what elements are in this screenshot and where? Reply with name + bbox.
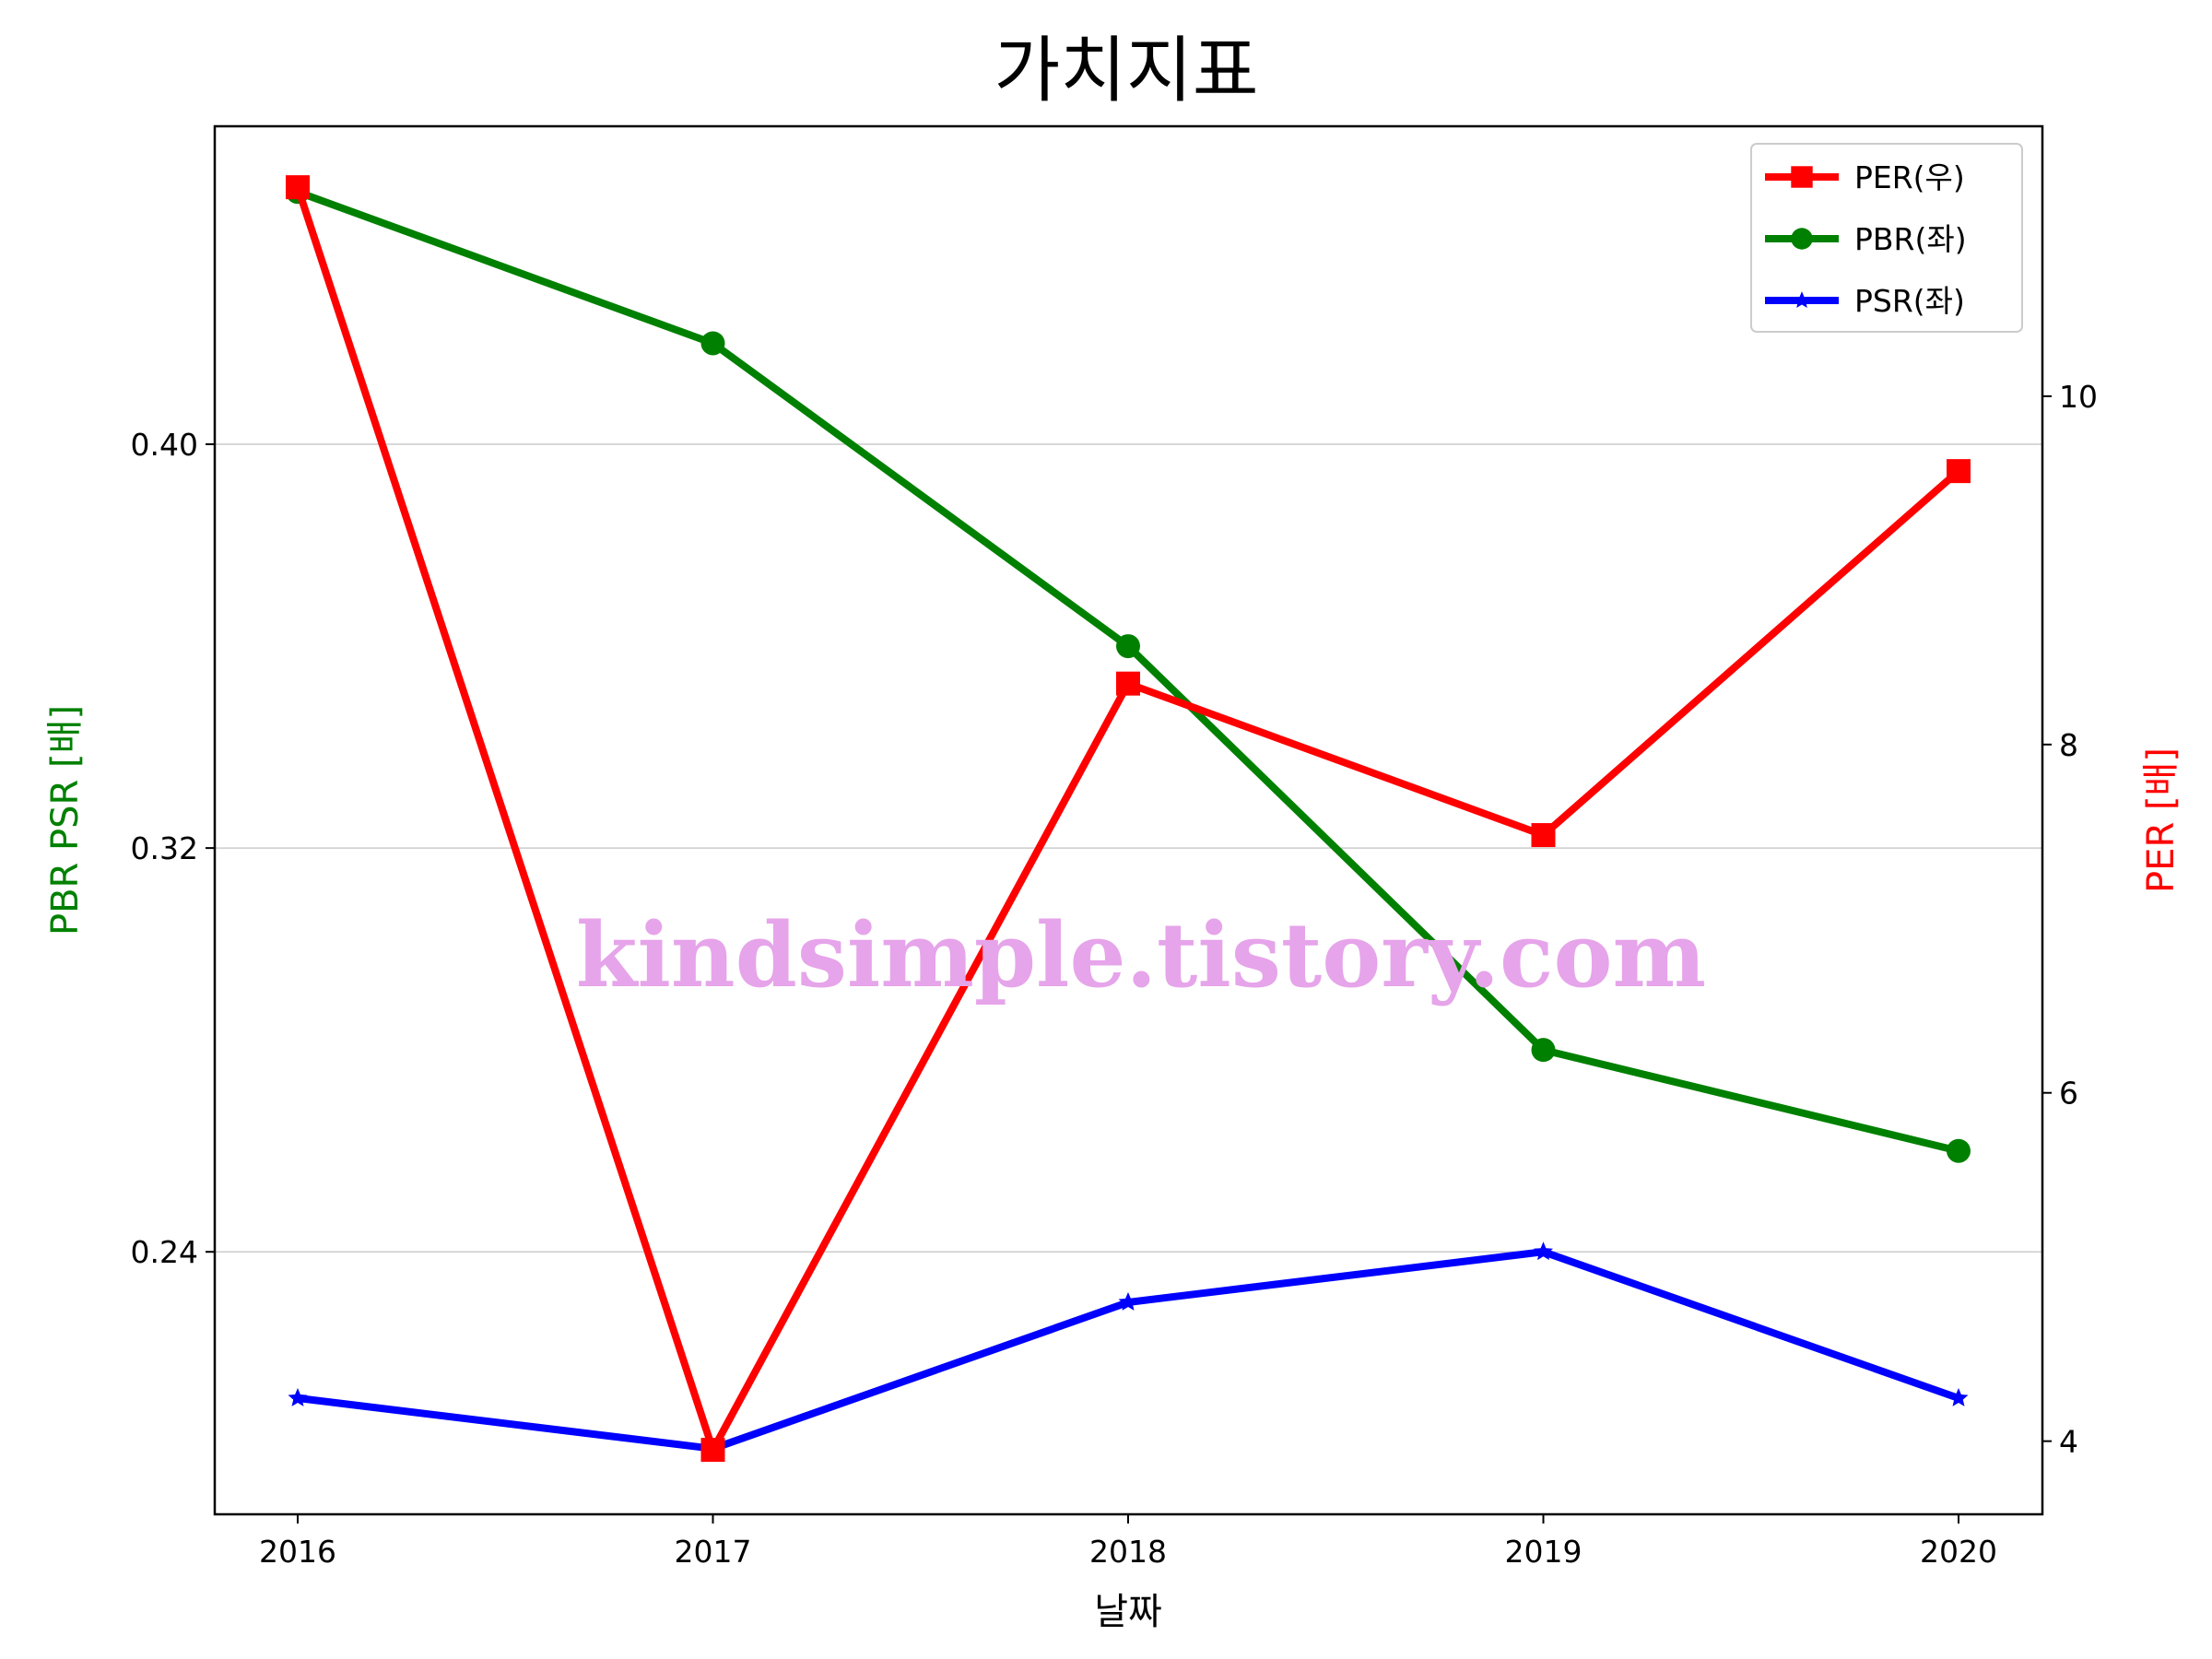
y-tick-label-right: 8 bbox=[2059, 727, 2078, 763]
y-tick-label-right: 6 bbox=[2059, 1076, 2078, 1112]
legend-label: PSR(좌) bbox=[1854, 283, 1965, 319]
y-tick-label-left: 0.40 bbox=[131, 427, 198, 463]
data-point-psr bbox=[1534, 1241, 1553, 1261]
y-tick-label-right: 4 bbox=[2059, 1424, 2078, 1460]
y-tick-label-right: 10 bbox=[2059, 379, 2098, 415]
axis-layer: 0.24 0.32 0.40 4 6 8 10 2016 2017 2018 2019 2020 bbox=[131, 379, 2098, 1570]
data-point-per bbox=[1531, 823, 1556, 848]
chart-title: 가치지표 bbox=[994, 29, 1258, 112]
x-tick-label: 2020 bbox=[1920, 1534, 1997, 1570]
x-axis-label: 날짜 bbox=[1094, 1591, 1162, 1633]
data-point-psr bbox=[1118, 1292, 1138, 1311]
data-point-per bbox=[1116, 671, 1140, 696]
legend-box bbox=[1750, 143, 2023, 333]
legend-label: PER(우) bbox=[1854, 159, 1965, 195]
y-tick-label-left: 0.32 bbox=[131, 830, 198, 866]
data-point-pbr bbox=[700, 331, 725, 356]
series-layer bbox=[286, 175, 1971, 1463]
data-point-psr bbox=[1948, 1388, 1969, 1406]
watermark-layer: kindsimple.tistory.com bbox=[576, 903, 1706, 1007]
legend-marker bbox=[1791, 166, 1813, 188]
watermark-text: kindsimple.tistory.com bbox=[576, 903, 1706, 1007]
data-point-per bbox=[286, 175, 310, 200]
data-point-per bbox=[1947, 459, 1971, 484]
x-tick-label: 2019 bbox=[1505, 1534, 1583, 1570]
data-point-per bbox=[700, 1438, 725, 1463]
grid-layer bbox=[215, 443, 2042, 1253]
data-point-pbr bbox=[1531, 1038, 1556, 1063]
y-axis-label-left: PBR PSR [배] bbox=[44, 705, 87, 935]
x-tick-label: 2018 bbox=[1089, 1534, 1167, 1570]
y-axis-label-right: PER [배] bbox=[2140, 747, 2183, 893]
x-tick-label: 2017 bbox=[675, 1534, 752, 1570]
data-point-psr bbox=[288, 1388, 308, 1406]
x-tick-label: 2016 bbox=[259, 1534, 336, 1570]
legend-marker bbox=[1791, 228, 1813, 250]
data-point-pbr bbox=[1947, 1138, 1971, 1163]
legend-label: PBR(좌) bbox=[1854, 221, 1967, 257]
data-point-pbr bbox=[1116, 634, 1140, 659]
y-tick-label-left: 0.24 bbox=[131, 1234, 198, 1270]
legend: PER(우) PBR(좌) PSR(좌) bbox=[1750, 143, 2023, 333]
legend-marker bbox=[1793, 291, 1811, 308]
